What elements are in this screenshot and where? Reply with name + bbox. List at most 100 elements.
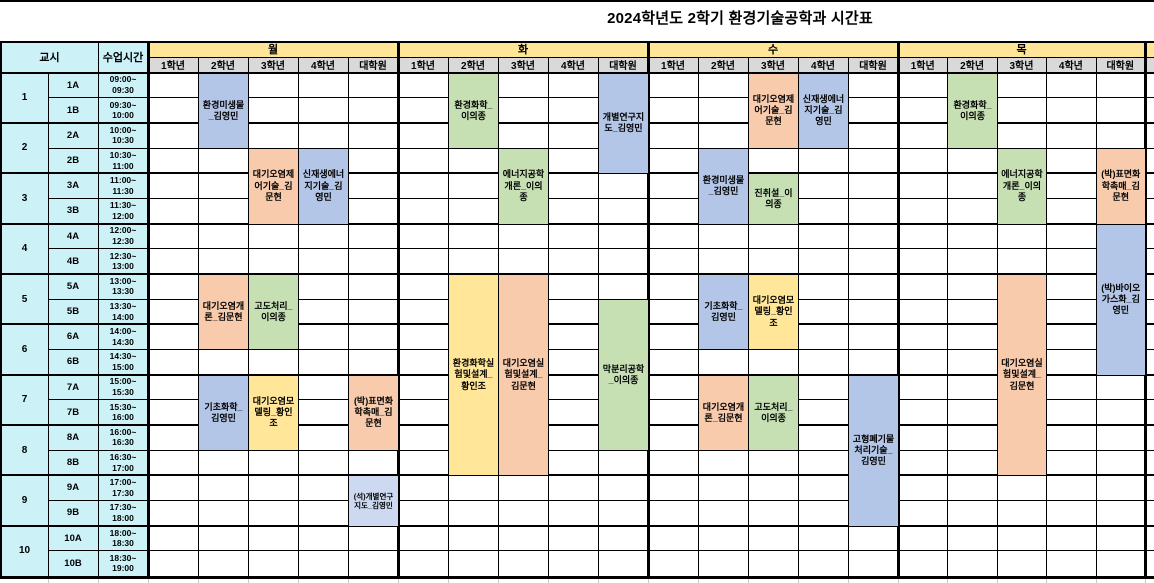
year-header-wed-3[interactable]: 3학년 <box>748 57 798 73</box>
slot-time-cell[interactable]: 09:30~ 10:00 <box>109 99 137 121</box>
course-cell[interactable]: 개별연구지도_김영민 <box>598 72 649 175</box>
slot-time-cell[interactable]: 10:00~ 10:30 <box>109 124 137 146</box>
slot-label-cell[interactable]: 4A <box>66 230 80 242</box>
slot-time-cell[interactable]: 18:30~ 19:00 <box>109 552 137 574</box>
year-header-thu-2[interactable]: 2학년 <box>947 57 997 73</box>
slot-label-cell[interactable]: 10B <box>64 557 82 569</box>
period-number-cell[interactable]: 1 <box>21 92 28 104</box>
slot-time-cell[interactable]: 13:00~ 13:30 <box>109 275 137 297</box>
course-cell[interactable]: 에너지공학개론_이의종 <box>996 148 1048 225</box>
slot-label-cell[interactable]: 10A <box>64 532 82 544</box>
course-cell[interactable]: 환경화학실험및설계_황인조 <box>448 273 499 477</box>
year-header-wed-2[interactable]: 2학년 <box>698 57 748 73</box>
year-header-thu-3[interactable]: 3학년 <box>996 57 1047 73</box>
course-cell[interactable]: 대기오염개론_김문현 <box>198 273 249 351</box>
period-number-cell[interactable]: 7 <box>21 394 28 406</box>
slot-label-cell[interactable]: 8A <box>66 431 80 443</box>
slot-time-cell[interactable]: 12:00~ 12:30 <box>109 225 137 247</box>
period-number-cell[interactable]: 3 <box>21 192 28 204</box>
course-cell[interactable]: 신재생에너지기술_김영민 <box>298 148 349 225</box>
course-cell[interactable]: 진취설_이의종 <box>748 173 799 225</box>
year-header-wed-4[interactable]: 4학년 <box>798 57 848 73</box>
course-cell[interactable]: 환경미생물_김영민 <box>698 148 749 225</box>
period-number-cell[interactable]: 9 <box>21 494 28 506</box>
slot-label-cell[interactable]: 6A <box>66 331 80 343</box>
slot-time-cell[interactable]: 16:30~ 17:00 <box>109 452 137 473</box>
course-cell[interactable]: 대기오염실험및설계_김문현 <box>498 273 549 477</box>
year-header-thu-4[interactable]: 4학년 <box>1046 57 1096 73</box>
slot-label-cell[interactable]: 1A <box>66 79 80 91</box>
year-header-tue-3[interactable]: 3학년 <box>498 57 548 73</box>
course-cell[interactable]: (박)표면화학촉매_김문현 <box>348 374 399 452</box>
slot-label-cell[interactable]: 7A <box>66 381 80 393</box>
year-header-thu-5[interactable]: 대학원 <box>1095 57 1145 73</box>
year-header-mon-4[interactable]: 4학년 <box>298 57 348 73</box>
course-cell[interactable]: 대기오염개론_김문현 <box>698 374 749 452</box>
period-number-cell[interactable]: 5 <box>21 293 28 305</box>
slot-time-cell[interactable]: 14:00~ 14:30 <box>109 326 137 347</box>
year-header-tue-5[interactable]: 대학원 <box>598 57 648 73</box>
slot-time-cell[interactable]: 15:00~ 15:30 <box>109 376 137 398</box>
slot-label-cell[interactable]: 2A <box>66 129 80 141</box>
year-header-mon-2[interactable]: 2학년 <box>198 57 248 73</box>
year-header-wed-5[interactable]: 대학원 <box>848 57 898 73</box>
period-number-cell[interactable]: 4 <box>21 243 28 255</box>
slot-time-cell[interactable]: 18:00~ 18:30 <box>109 527 137 549</box>
slot-time-cell[interactable]: 11:00~ 11:30 <box>109 175 137 196</box>
course-cell[interactable]: 에너지공학개론_이의종 <box>498 148 549 225</box>
course-cell[interactable]: 막분리공학_이의종 <box>598 299 649 452</box>
course-cell[interactable]: 대기오염모델링_황인조 <box>248 374 299 452</box>
course-cell[interactable]: 고도처리_이의종 <box>748 374 799 452</box>
slot-label-cell[interactable]: 4B <box>66 255 80 267</box>
course-cell[interactable]: (박)표면화학촉매_김문현 <box>1095 148 1146 225</box>
course-cell[interactable]: 환경화학_이의종 <box>448 72 499 149</box>
year-header-mon-1[interactable]: 1학년 <box>148 57 198 73</box>
course-cell[interactable]: 대기오염실험및설계_김문현 <box>996 273 1048 477</box>
course-cell[interactable]: 기초화학_김영민 <box>698 273 749 351</box>
slot-label-cell[interactable]: 7B <box>66 406 80 418</box>
slot-time-cell[interactable]: 15:30~ 16:00 <box>109 401 137 423</box>
slot-time-cell[interactable]: 12:30~ 13:00 <box>109 250 137 272</box>
course-cell[interactable]: (석)개별연구지도_김영민 <box>348 475 399 527</box>
slot-time-cell[interactable]: 14:30~ 15:00 <box>109 351 137 372</box>
slot-label-cell[interactable]: 2B <box>66 155 80 167</box>
day-header-thu[interactable]: 목 <box>898 41 1145 57</box>
slot-label-cell[interactable]: 6B <box>66 356 80 368</box>
slot-label-cell[interactable]: 3B <box>66 205 80 217</box>
course-cell[interactable]: 대기오염제어기술_김문현 <box>748 72 799 149</box>
year-header-tue-4[interactable]: 4학년 <box>548 57 598 73</box>
course-cell[interactable]: (박)바이오가스화_김영민 <box>1095 223 1146 376</box>
slot-time-cell[interactable]: 10:30~ 11:00 <box>109 149 137 171</box>
day-header-tue[interactable]: 화 <box>398 41 648 57</box>
period-number-cell[interactable]: 10 <box>18 545 31 557</box>
year-header-wed-1[interactable]: 1학년 <box>648 57 698 73</box>
time-header[interactable]: 수업시간 <box>102 51 144 64</box>
slot-label-cell[interactable]: 9B <box>66 507 80 519</box>
course-cell[interactable]: 고도처리_이의종 <box>248 273 299 351</box>
slot-time-cell[interactable]: 17:30~ 18:00 <box>109 502 137 523</box>
period-number-cell[interactable]: 8 <box>21 444 28 456</box>
slot-label-cell[interactable]: 8B <box>66 457 80 469</box>
year-header-tue-2[interactable]: 2학년 <box>448 57 498 73</box>
slot-label-cell[interactable]: 5A <box>66 280 80 292</box>
period-number-cell[interactable]: 6 <box>21 343 28 355</box>
period-number-cell[interactable]: 2 <box>21 142 28 154</box>
course-cell[interactable]: 환경미생물_김영민 <box>198 72 249 149</box>
day-header-mon[interactable]: 월 <box>148 41 398 57</box>
course-cell[interactable]: 고형폐기물처리기술_김영민 <box>848 374 899 527</box>
slot-time-cell[interactable]: 17:00~ 17:30 <box>109 477 137 498</box>
course-cell[interactable]: 환경화학_이의종 <box>947 72 998 149</box>
slot-time-cell[interactable]: 11:30~ 12:00 <box>109 200 137 221</box>
slot-label-cell[interactable]: 1B <box>66 104 80 116</box>
year-header-thu-1[interactable]: 1학년 <box>898 57 948 73</box>
course-cell[interactable]: 대기오염제어기술_김문현 <box>248 148 299 225</box>
course-cell[interactable]: 기초화학_김영민 <box>198 374 249 452</box>
year-header-mon-5[interactable]: 대학원 <box>348 57 398 73</box>
slot-label-cell[interactable]: 5B <box>66 306 80 318</box>
slot-label-cell[interactable]: 9A <box>66 482 80 494</box>
period-header[interactable]: 교시 <box>39 51 60 64</box>
year-header-tue-1[interactable]: 1학년 <box>398 57 448 73</box>
course-cell[interactable]: 신재생에너지기술_김영민 <box>798 72 849 149</box>
day-header-wed[interactable]: 수 <box>648 41 898 57</box>
slot-time-cell[interactable]: 13:30~ 14:00 <box>109 300 137 322</box>
